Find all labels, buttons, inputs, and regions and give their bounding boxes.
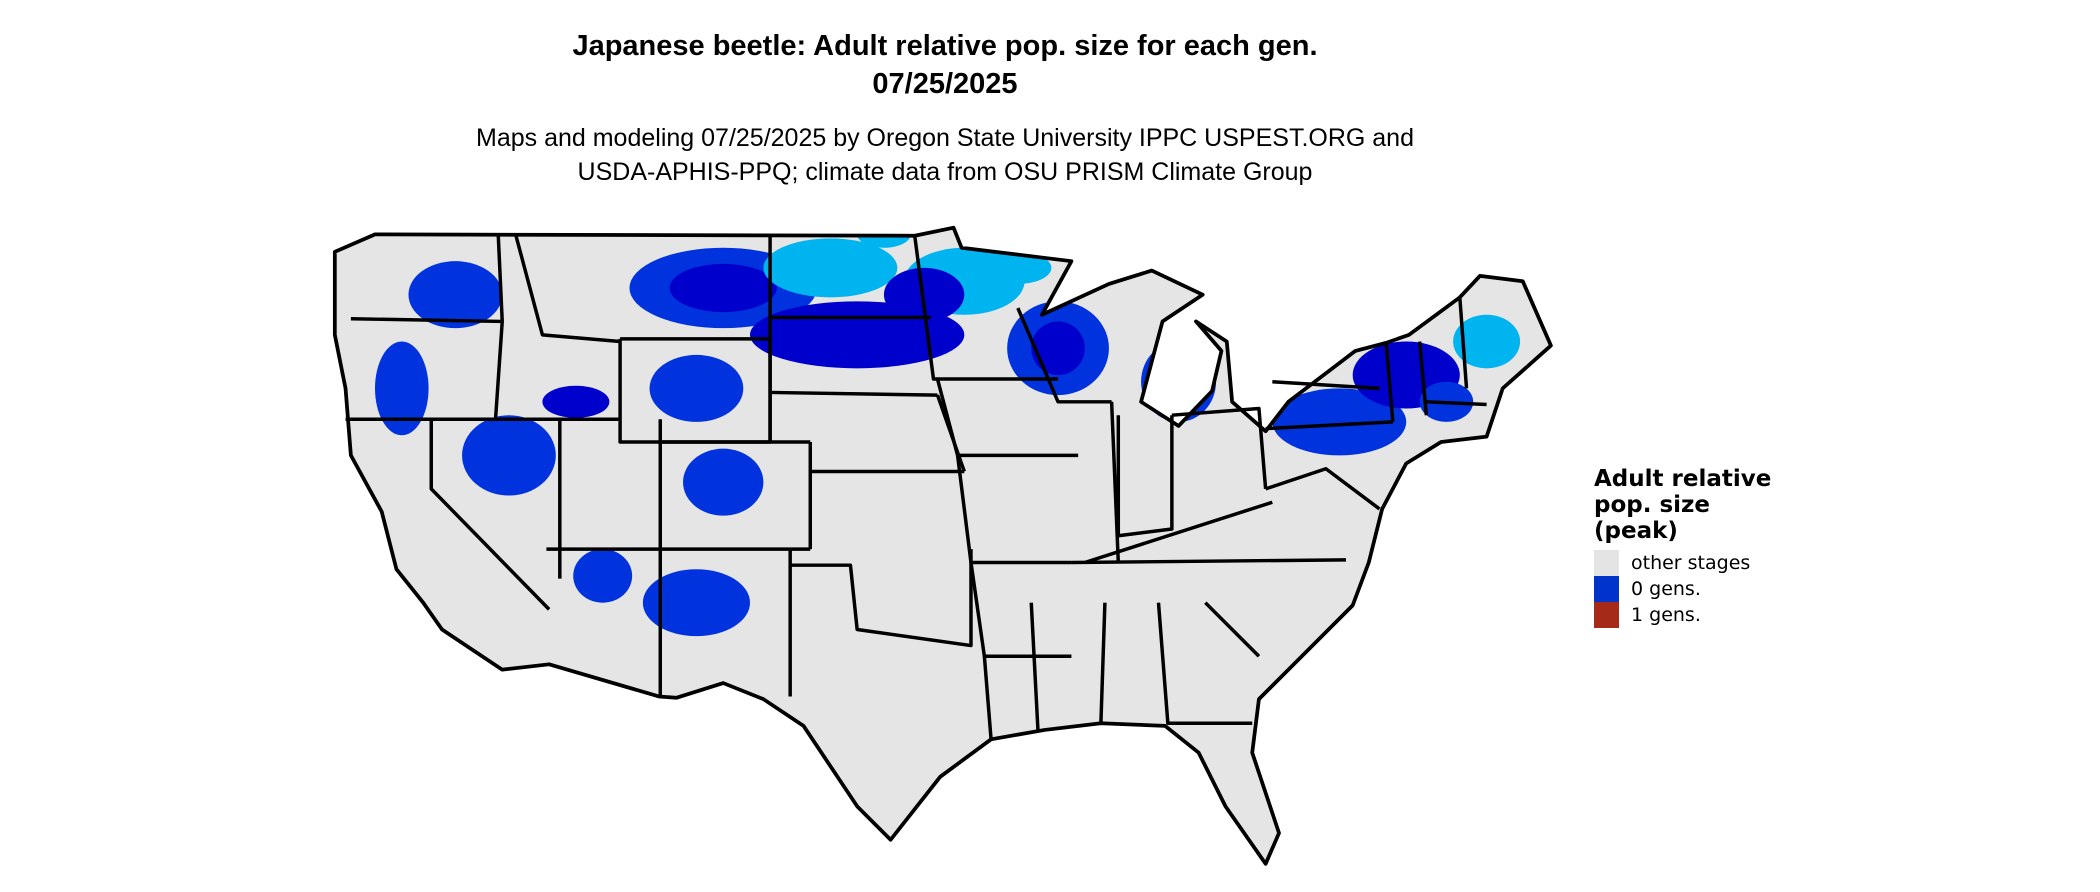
shade-patch <box>763 238 898 298</box>
state-border <box>1384 342 1395 423</box>
state-border <box>913 235 1059 381</box>
state-border <box>1116 415 1174 538</box>
legend-label: 0 gens. <box>1631 578 1701 600</box>
state-border <box>1204 601 1261 658</box>
subtitle-line-2: USDA-APHIS-PPQ; climate data from OSU PR… <box>577 158 1313 186</box>
state-border <box>1265 467 1381 511</box>
legend-swatch <box>1594 550 1619 576</box>
state-border <box>1426 400 1487 407</box>
shade-patch <box>1031 321 1085 376</box>
shade-patch <box>408 261 503 329</box>
shade-patch <box>984 251 1052 284</box>
map-title: Japanese beetle: Adult relative pop. siz… <box>572 30 1318 62</box>
legend-swatch <box>1594 576 1619 602</box>
state-border <box>513 233 621 344</box>
legend-label: 1 gens. <box>1631 604 1701 626</box>
state-border <box>1156 602 1253 725</box>
state-border <box>493 234 504 420</box>
state-border <box>1071 558 1346 565</box>
shade-patch <box>649 354 744 422</box>
state-borders <box>345 233 1487 740</box>
legend: Adult relative pop. size (peak) other st… <box>1594 466 1771 628</box>
shade-patch <box>462 415 556 496</box>
shade-patch <box>1453 314 1521 369</box>
shade-patch <box>573 549 633 603</box>
shade-patch <box>669 263 777 313</box>
state-border <box>1272 379 1380 391</box>
legend-title-line: Adult relative <box>1594 466 1772 492</box>
state-border <box>429 419 551 611</box>
state-border <box>1099 602 1107 724</box>
legend-item-other-stages: other stages <box>1594 550 1771 576</box>
us-land <box>334 227 1551 864</box>
state-border <box>1029 602 1040 731</box>
state-border <box>982 656 993 740</box>
legend-label: other stages <box>1631 552 1751 574</box>
legend-title: Adult relative pop. size (peak) <box>1594 466 1771 544</box>
map-date: 07/25/2025 <box>872 68 1018 100</box>
national-border <box>332 225 1553 866</box>
legend-item-0-gens: 0 gens. <box>1594 576 1771 602</box>
state-border <box>790 549 973 648</box>
legend-title-line: pop. size <box>1594 492 1711 518</box>
shade-patch <box>542 385 610 418</box>
legend-swatch <box>1594 602 1619 628</box>
shade-patch <box>683 448 764 516</box>
state-border <box>1417 341 1429 416</box>
shade-patch <box>1272 388 1407 456</box>
state-border <box>1171 406 1268 490</box>
state-border <box>770 390 938 397</box>
state-border <box>1458 297 1469 389</box>
shade-patch <box>642 569 750 637</box>
subtitle-line-1: Maps and modeling 07/25/2025 by Oregon S… <box>476 124 1414 152</box>
legend-title-line: (peak) <box>1594 518 1678 544</box>
state-border <box>1016 307 1112 404</box>
state-border <box>350 317 503 324</box>
state-border <box>1265 420 1393 431</box>
legend-item-1-gens: 1 gens. <box>1594 602 1771 628</box>
state-border <box>1084 500 1273 565</box>
shade-patch <box>375 341 429 436</box>
